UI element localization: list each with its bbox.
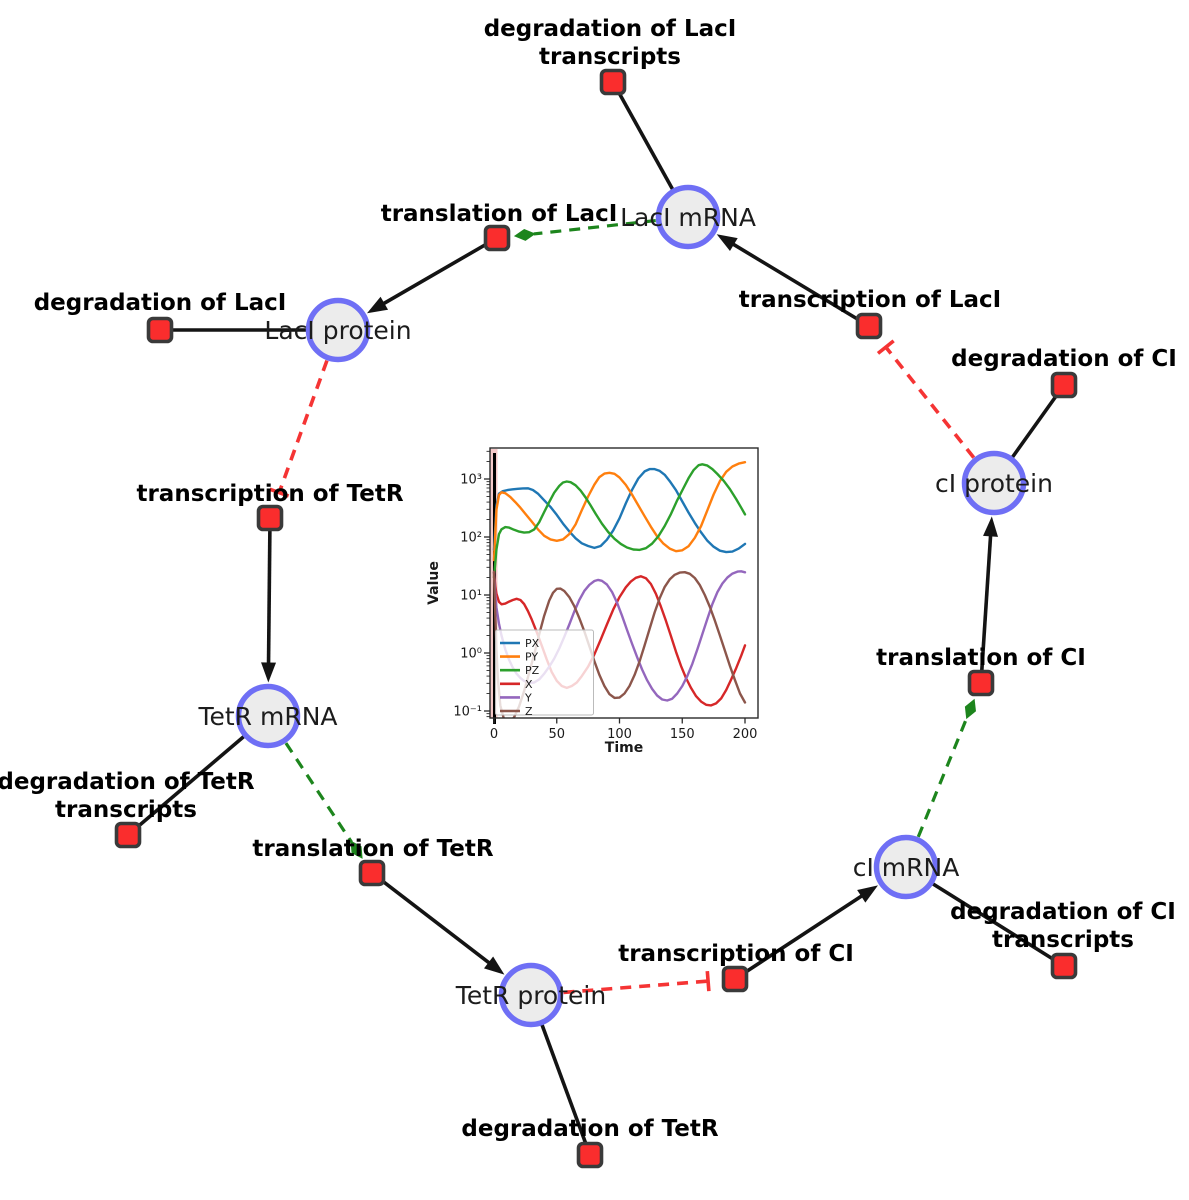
species-label-ci_protein: cI protein [935, 469, 1053, 498]
modifier-diamond-icon [350, 840, 363, 859]
reaction-label-transl_laci: translation of LacI [381, 201, 618, 227]
inhibition-tee-icon [705, 971, 711, 992]
reaction-label-deg_tetr_tx: transcripts [55, 797, 197, 823]
reaction-label-deg_tetr_tx: degradation of TetR [0, 769, 255, 795]
reaction-node-deg_ci_tx [1050, 952, 1078, 980]
series-line-PZ [492, 463, 747, 579]
reaction-label-tx_tetr: transcription of TetR [136, 481, 403, 507]
consumption-edge-deg_ci_tx-ci_mrna [931, 882, 1065, 968]
reaction-label-tx_ci: transcription of CI [618, 941, 854, 967]
production-edge-tx_tetr-tetr_mrna [261, 517, 277, 683]
reaction-node-deg_laci_tx [599, 68, 627, 96]
arrowhead-icon [483, 956, 505, 975]
series-line-PY [492, 461, 747, 562]
consumption-edge-deg_tetr-tetr_protein [540, 1023, 592, 1156]
x-axis-tick-label: 50 [548, 727, 565, 742]
species-label-ci_mrna: cI mRNA [853, 853, 960, 882]
reaction-label-deg_ci: degradation of CI [951, 346, 1177, 372]
reaction-label-tx_laci: transcription of LacI [739, 287, 1002, 313]
reaction-node-deg_laci [146, 316, 174, 344]
inhibition-edge-ci_protein-tx_laci [876, 339, 976, 459]
arrowhead-icon [857, 885, 878, 903]
reaction-node-tx_tetr [256, 504, 284, 532]
x-axis-tick-label: 150 [670, 727, 695, 742]
series-line-X [492, 570, 747, 707]
species-node-ci_protein [961, 450, 1027, 516]
y-axis-tick-label: 10⁰ [460, 647, 482, 662]
reaction-node-transl_ci [967, 669, 995, 697]
reaction-node-tx_laci [855, 312, 883, 340]
legend-entry-PX: PX [525, 637, 540, 650]
production-edge-transl_ci-ci_protein [979, 516, 999, 684]
reaction-node-transl_laci [483, 224, 511, 252]
arrowhead-icon [716, 234, 738, 252]
modifier-edge-ci_mrna-transl_ci [916, 698, 976, 838]
reaction-node-deg_tetr [576, 1141, 604, 1169]
species-node-laci_mrna [655, 184, 721, 250]
species-label-laci_protein: LacI protein [264, 316, 411, 345]
reaction-label-deg_tetr: degradation of TetR [461, 1116, 718, 1142]
modifier-diamond-icon [513, 228, 536, 241]
species-node-ci_mrna [873, 834, 939, 900]
y-axis-label: Value [426, 561, 442, 605]
y-axis-tick-label: 10⁻¹ [453, 705, 482, 720]
reaction-label-deg_laci_tx: transcripts [539, 44, 681, 70]
reaction-node-tx_ci [721, 965, 749, 993]
x-axis-label: Time [605, 740, 643, 756]
legend-entry-PZ: PZ [525, 664, 540, 677]
y-axis-tick-label: 10³ [460, 473, 482, 488]
y-axis-tick-label: 10² [460, 531, 482, 546]
production-edge-transl_laci-laci_protein [366, 236, 498, 314]
modifier-edge-tetr_mrna-transl_tetr [284, 742, 363, 859]
production-edge-tx_laci-laci_mrna [716, 234, 870, 328]
consumption-edge-deg_tetr_tx-tetr_mrna [126, 735, 246, 837]
production-edge-transl_tetr-tetr_protein [370, 871, 505, 975]
modifier-diamond-icon [964, 698, 976, 720]
reaction-label-transl_tetr: translation of TetR [252, 836, 493, 862]
legend-entry-X: X [525, 678, 533, 691]
reaction-label-deg_laci: degradation of LacI [34, 290, 287, 316]
inhibition-edge-tetr_protein-tx_ci [563, 971, 711, 995]
reaction-label-transl_ci: translation of CI [876, 645, 1086, 671]
reaction-node-deg_tetr_tx [114, 821, 142, 849]
production-edge-tx_ci-ci_mrna [734, 885, 878, 981]
legend-entry-Y: Y [524, 691, 532, 704]
x-axis-tick-label: 200 [733, 727, 758, 742]
species-node-tetr_protein [498, 962, 564, 1028]
plot-frame [489, 447, 759, 719]
species-node-tetr_mrna [235, 683, 301, 749]
reaction-node-deg_ci [1050, 371, 1078, 399]
reaction-label-deg_ci_tx: degradation of CI [950, 899, 1176, 925]
species-label-laci_mrna: LacI mRNA [620, 203, 756, 232]
consumption-edge-deg_laci_tx-laci_mrna [611, 81, 675, 191]
modifier-edge-laci_mrna-transl_laci [513, 218, 656, 241]
reaction-label-deg_laci_tx: degradation of LacI [484, 16, 737, 42]
x-axis-tick-label: 100 [607, 727, 632, 742]
inhibition-edge-laci_protein-tx_tetr [269, 359, 329, 498]
species-node-laci_protein [305, 297, 371, 363]
legend-entry-PY: PY [525, 651, 538, 664]
inhibition-tee-icon [876, 339, 895, 355]
x-axis-tick-label: 0 [490, 727, 498, 742]
species-label-tetr_protein: TetR protein [455, 981, 606, 1010]
y-axis-tick-label: 10¹ [460, 589, 482, 604]
reaction-label-deg_ci_tx: transcripts [992, 927, 1134, 953]
reaction-node-transl_tetr [358, 859, 386, 887]
arrowhead-icon [366, 296, 389, 314]
arrowhead-icon [983, 516, 999, 537]
arrowhead-icon [261, 662, 277, 683]
legend-entry-Z: Z [525, 705, 533, 718]
inhibition-tee-icon [269, 487, 290, 498]
species-label-tetr_mrna: TetR mRNA [197, 702, 337, 731]
